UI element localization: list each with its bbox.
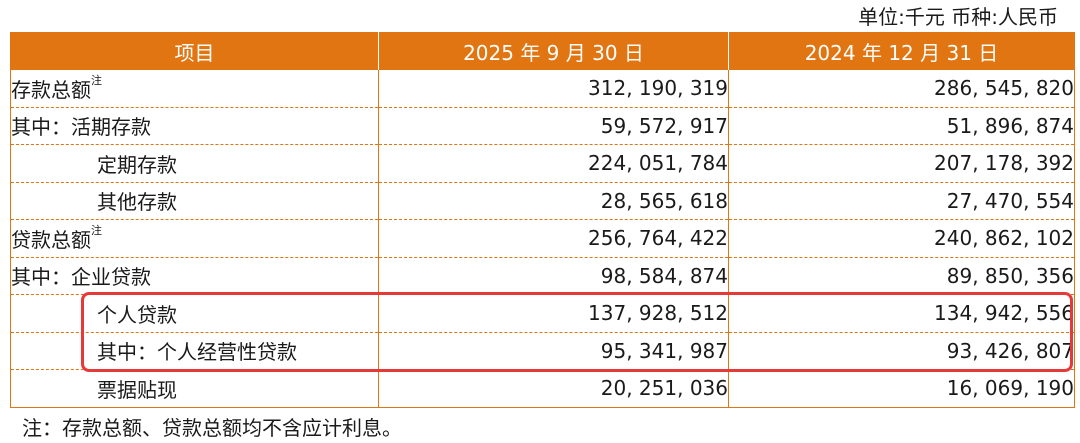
table-row: 其中：个人经营性贷款 95, 341, 987 93, 426, 807	[10, 331, 1075, 370]
table-row: 贷款总额注 256, 764, 422 240, 862, 102	[10, 219, 1075, 257]
financial-table: 项目 2025 年 9 月 30 日 2024 年 12 月 31 日 存款总额…	[10, 32, 1075, 408]
row-label: 个人贷款	[10, 294, 379, 332]
row-label: 票据贴现	[10, 369, 379, 407]
table-row: 其中：活期存款 59, 572, 917 51, 896, 874	[10, 106, 1075, 145]
value-2024: 240, 862, 102	[728, 219, 1075, 257]
row-label: 定期存款	[10, 144, 379, 182]
row-label: 存款总额注	[10, 69, 379, 107]
value-2025: 256, 764, 422	[378, 219, 729, 257]
value-2024: 89, 850, 356	[728, 256, 1075, 295]
value-2024: 27, 470, 554	[728, 181, 1075, 220]
value-2024: 207, 178, 392	[728, 144, 1075, 182]
value-2025: 59, 572, 917	[378, 106, 729, 145]
note-marker: 注	[91, 73, 102, 87]
note-marker: 注	[91, 223, 102, 237]
table-row: 个人贷款 137, 928, 512 134, 942, 556	[10, 294, 1075, 332]
value-2025: 224, 051, 784	[378, 144, 729, 182]
header-2025-09-30: 2025 年 9 月 30 日	[378, 32, 729, 70]
header-item: 项目	[10, 32, 379, 70]
row-label: 其他存款	[10, 181, 379, 220]
table-row: 其中：企业贷款 98, 584, 874 89, 850, 356	[10, 256, 1075, 295]
table-header-row: 项目 2025 年 9 月 30 日 2024 年 12 月 31 日	[10, 32, 1075, 70]
header-2024-12-31: 2024 年 12 月 31 日	[728, 32, 1075, 70]
unit-currency-line: 单位:千元 币种:人民币	[858, 5, 1058, 29]
value-2025: 28, 565, 618	[378, 181, 729, 220]
value-2025: 95, 341, 987	[378, 331, 729, 370]
footnote: 注：存款总额、贷款总额均不含应计利息。	[22, 416, 402, 440]
value-2024: 93, 426, 807	[728, 331, 1075, 370]
value-2024: 51, 896, 874	[728, 106, 1075, 145]
row-label: 其中：个人经营性贷款	[10, 331, 379, 370]
value-2025: 98, 584, 874	[378, 256, 729, 295]
row-label-text: 贷款总额	[11, 227, 91, 252]
value-2025: 137, 928, 512	[378, 294, 729, 332]
table-row: 定期存款 224, 051, 784 207, 178, 392	[10, 144, 1075, 182]
table-row: 票据贴现 20, 251, 036 16, 069, 190	[10, 369, 1075, 407]
row-label: 贷款总额注	[10, 219, 379, 257]
row-label: 其中：企业贷款	[10, 256, 379, 295]
value-2024: 134, 942, 556	[728, 294, 1075, 332]
row-label: 其中：活期存款	[10, 106, 379, 145]
row-label-text: 存款总额	[11, 77, 91, 102]
value-2025: 20, 251, 036	[378, 369, 729, 407]
table-row: 其他存款 28, 565, 618 27, 470, 554	[10, 181, 1075, 220]
value-2024: 286, 545, 820	[728, 69, 1075, 107]
table-row: 存款总额注 312, 190, 319 286, 545, 820	[10, 69, 1075, 107]
value-2025: 312, 190, 319	[378, 69, 729, 107]
value-2024: 16, 069, 190	[728, 369, 1075, 407]
